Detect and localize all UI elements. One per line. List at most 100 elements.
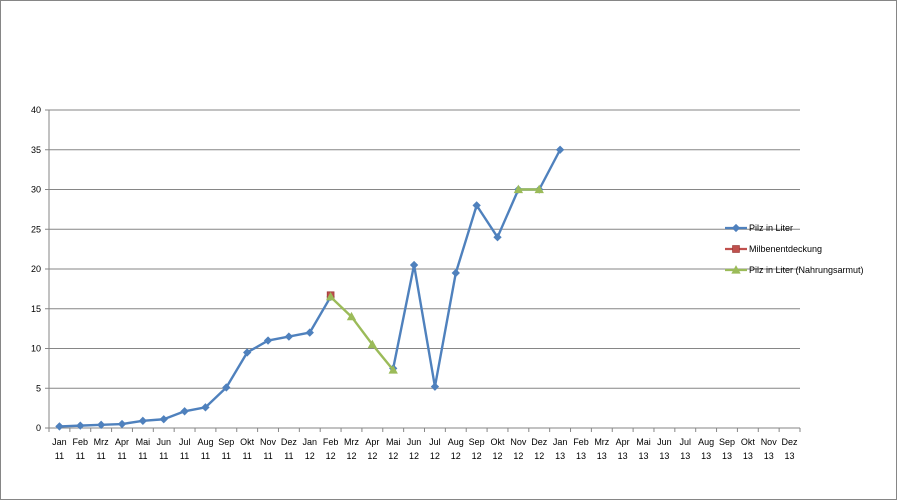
x-tick-label-year: 12 <box>305 451 315 461</box>
x-tick-label-year: 12 <box>451 451 461 461</box>
x-tick-label-month: Jul <box>179 437 191 447</box>
x-tick-label-year: 13 <box>701 451 711 461</box>
x-tick-label-year: 12 <box>388 451 398 461</box>
data-point <box>493 233 502 242</box>
x-tick-label-year: 12 <box>430 451 440 461</box>
x-tick-label-year: 13 <box>764 451 774 461</box>
x-tick-label-month: Feb <box>323 437 339 447</box>
data-point <box>222 383 231 392</box>
y-axis: 0 5 10 15 20 25 30 35 40 <box>31 105 50 433</box>
x-tick-label-year: 11 <box>76 451 85 461</box>
x-tick-label-year: 12 <box>534 451 544 461</box>
x-tick-label-year: 11 <box>180 451 189 461</box>
y-tick-label: 30 <box>31 185 41 195</box>
data-point <box>138 416 148 426</box>
legend-marker <box>732 245 740 253</box>
data-point <box>96 420 106 429</box>
series-3 <box>325 184 544 374</box>
x-tick-label-month: Jan <box>303 437 318 447</box>
data-point <box>367 339 378 349</box>
legend: Pilz in Liter Milbenentdeckung Pilz in Lit… <box>725 223 864 275</box>
y-tick-label: 20 <box>31 264 41 274</box>
data-point <box>534 184 544 194</box>
x-tick-label-month: Dez <box>531 437 548 447</box>
x-tick-label-year: 13 <box>576 451 586 461</box>
x-tick-label-year: 12 <box>346 451 356 461</box>
x-tick-label-month: Jun <box>156 437 171 447</box>
x-tick-label-month: Aug <box>698 437 714 447</box>
legend-marker <box>731 265 741 274</box>
x-tick-label-month: Aug <box>197 437 213 447</box>
x-tick-label-month: Mai <box>136 437 151 447</box>
x-tick-label-month: Apr <box>365 437 379 447</box>
legend-entry: Pilz in Liter (Nahrungsarmut) <box>725 265 864 275</box>
x-tick-label-month: Sep <box>218 437 234 447</box>
x-tick-label-month: Sep <box>719 437 735 447</box>
gridlines <box>49 109 800 389</box>
data-point <box>472 201 481 210</box>
x-tick-label-month: Sep <box>469 437 485 447</box>
data-point <box>325 292 336 301</box>
x-tick-label-year: 13 <box>597 451 607 461</box>
series-line <box>392 149 562 388</box>
legend-marker <box>731 223 741 233</box>
data-point <box>159 415 168 424</box>
x-tick-label-month: Dez <box>782 437 799 447</box>
x-tick-label-month: Okt <box>741 437 756 447</box>
y-tick-label: 5 <box>36 383 41 393</box>
x-tick-label-month: Nov <box>761 437 778 447</box>
legend-label: Pilz in Liter <box>749 223 793 233</box>
x-tick-label-month: Jan <box>553 437 568 447</box>
legend-label: Milbenentdeckung <box>749 244 822 254</box>
data-point <box>346 311 357 321</box>
data-point <box>305 328 314 337</box>
x-tick-label-year: 11 <box>201 451 210 461</box>
data-point <box>555 145 565 154</box>
x-tick-label-year: 11 <box>263 451 272 461</box>
x-tick-label-month: Nov <box>260 437 277 447</box>
x-tick-label-year: 12 <box>493 451 503 461</box>
x-tick-label-month: Nov <box>510 437 527 447</box>
x-tick-label-year: 13 <box>743 451 753 461</box>
data-point <box>451 268 460 278</box>
legend-label: Pilz in Liter (Nahrungsarmut) <box>749 265 864 275</box>
x-tick-label-month: Apr <box>616 437 630 447</box>
x-tick-label-month: Dez <box>281 437 298 447</box>
x-tick-label-month: Feb <box>73 437 89 447</box>
x-tick-label-year: 11 <box>117 451 126 461</box>
x-tick-label-month: Jun <box>657 437 672 447</box>
x-tick-label-month: Mai <box>386 437 401 447</box>
data-point <box>180 407 189 416</box>
x-tick-label-month: Mai <box>636 437 651 447</box>
x-tick-label-year: 11 <box>96 451 105 461</box>
x-tick-label-year: 11 <box>55 451 64 461</box>
data-point <box>76 421 85 430</box>
x-tick-label-month: Jul <box>429 437 441 447</box>
x-tick-label-year: 12 <box>513 451 523 461</box>
x-tick-label-year: 13 <box>680 451 690 461</box>
x-tick-label-month: Apr <box>115 437 129 447</box>
x-tick-label-year: 11 <box>159 451 168 461</box>
data-point <box>388 365 398 374</box>
y-tick-label: 40 <box>31 105 41 115</box>
y-tick-label: 25 <box>31 224 41 234</box>
legend-entry: Pilz in Liter <box>725 223 793 233</box>
data-point <box>243 348 252 357</box>
legend-entry: Milbenentdeckung <box>725 244 822 254</box>
data-point <box>263 336 273 345</box>
x-tick-label-year: 11 <box>222 451 231 461</box>
x-tick-label-year: 12 <box>409 451 419 461</box>
series-line <box>329 295 395 371</box>
data-point <box>513 184 524 194</box>
x-tick-label-month: Jun <box>407 437 422 447</box>
x-tick-label-month: Jul <box>680 437 692 447</box>
x-tick-label-year: 12 <box>367 451 377 461</box>
x-tick-label-year: 13 <box>785 451 795 461</box>
data-point <box>430 382 440 391</box>
y-tick-label: 0 <box>36 423 41 433</box>
y-tick-label: 35 <box>31 145 41 155</box>
x-tick-label-month: Okt <box>491 437 506 447</box>
x-tick-label-month: Jan <box>52 437 67 447</box>
